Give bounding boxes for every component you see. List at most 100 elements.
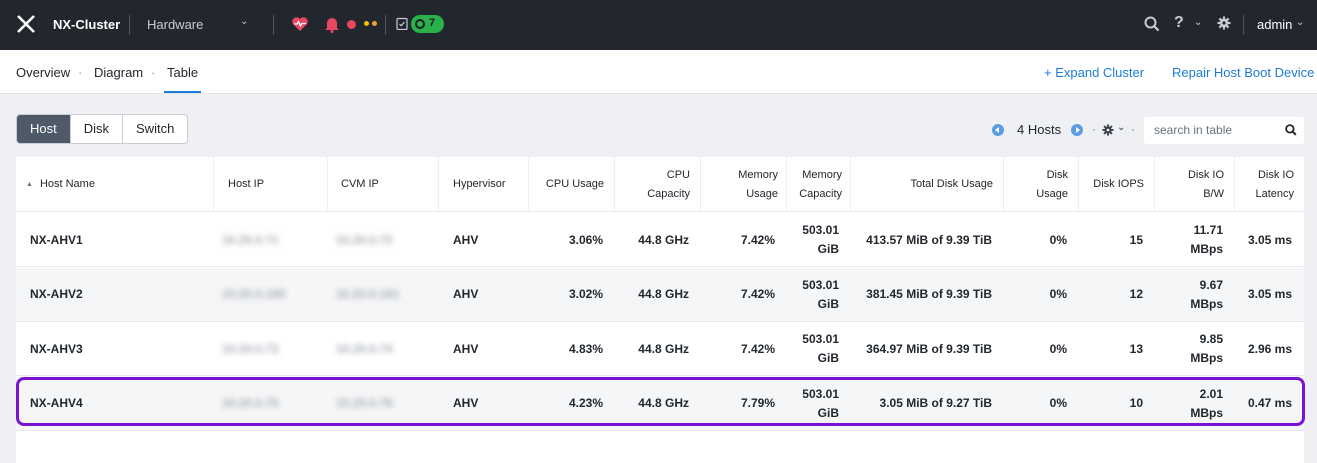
disk-io-bw-cell: 9.67 MBps (1190, 277, 1223, 311)
table-row[interactable]: NX-AHV2 10.20.0.180 10.20.0.181 AHV 3.02% 44.… (16, 267, 1304, 322)
task-count-badge[interactable]: 7 (411, 15, 444, 33)
hypervisor-cell: AHV (453, 341, 479, 356)
host-name-cell[interactable]: NX-AHV4 (30, 396, 83, 410)
active-tab-underline (164, 91, 201, 93)
chevron-down-icon[interactable]: ⌄ (1194, 17, 1203, 28)
pager-separator: · (1131, 122, 1135, 136)
search-input[interactable] (1154, 123, 1274, 137)
table-row[interactable]: NX-AHV1 10.20.0.71 10.20.0.72 AHV 3.06% 44.8 … (16, 213, 1304, 267)
tab-separator: · (78, 65, 83, 80)
alert-bell-icon[interactable] (324, 15, 340, 33)
memory-capacity-cell: 503.01 GiB (802, 332, 839, 365)
host-name-cell[interactable]: NX-AHV1 (30, 232, 83, 247)
disk-usage-cell: 0% (1049, 232, 1067, 247)
task-spinner-icon (415, 19, 425, 29)
host-ip-cell: 10.20.0.180 (222, 287, 286, 301)
divider (385, 15, 386, 35)
pager-separator: · (1092, 122, 1096, 136)
cpu-usage-cell: 4.23% (568, 396, 603, 410)
memory-capacity-cell: 503.01 GiB (802, 277, 839, 311)
column-header-host-ip[interactable]: Host IP (214, 157, 328, 212)
memory-capacity-cell: 503.01 GiB (802, 386, 839, 420)
column-header-cvm-ip[interactable]: CVM IP (328, 157, 439, 212)
tab-table[interactable]: Table (167, 65, 199, 80)
host-ip-cell: 10.20.0.73 (222, 341, 279, 356)
disk-iops-cell: 12 (1129, 287, 1143, 301)
repair-host-boot-device-link[interactable]: Repair Host Boot Device (1172, 65, 1315, 80)
cvm-ip-cell: 10.20.0.181 (336, 287, 400, 301)
host-name-cell[interactable]: NX-AHV2 (30, 287, 83, 301)
disk-iops-cell: 10 (1129, 396, 1143, 410)
column-header-disk-usage[interactable]: Disk Usage (1004, 157, 1079, 212)
tab-separator: · (151, 65, 156, 80)
host-count: 4 Hosts (1017, 122, 1062, 137)
disk-io-bw-cell: 11.71 MBps (1190, 223, 1223, 256)
column-header-disk-io-latency[interactable]: Disk IO Latency (1255, 168, 1295, 200)
tab-overview[interactable]: Overview (16, 65, 71, 80)
table-row[interactable]: NX-AHV4 10.20.0.75 10.20.0.76 AHV 4.23% 44.8 … (16, 376, 1304, 431)
memory-capacity-cell: 503.01 GiB (802, 223, 839, 256)
column-header-cpu-capacity[interactable]: CPU Capacity (615, 157, 701, 212)
sort-ascending-icon[interactable]: ▲ (26, 181, 33, 188)
column-header-hypervisor[interactable]: Hypervisor (439, 157, 529, 212)
divider (129, 15, 130, 35)
toggle-disk[interactable]: Disk (71, 115, 124, 143)
cpu-usage-cell: 3.06% (568, 232, 603, 247)
cpu-usage-cell: 3.02% (568, 287, 603, 301)
disk-usage-cell: 0% (1049, 341, 1067, 356)
critical-alert-dot-icon[interactable] (347, 20, 356, 29)
memory-usage-cell: 7.42% (740, 341, 775, 356)
cpu-capacity-cell: 44.8 GHz (638, 341, 689, 356)
table-settings-gear-icon[interactable] (1102, 124, 1114, 136)
hypervisor-cell: AHV (453, 232, 479, 247)
chevron-down-icon[interactable]: ⌄ (240, 16, 249, 27)
previous-page-icon[interactable] (992, 124, 1004, 136)
toggle-host[interactable]: Host (17, 115, 71, 143)
user-menu[interactable]: admin (1257, 17, 1293, 32)
view-toggle: Host Disk Switch (16, 114, 189, 144)
column-header-disk-io-bw[interactable]: Disk IO B/W (1155, 157, 1235, 212)
sub-navigation: Overview · Diagram · Table + Expand Clus… (0, 50, 1317, 94)
expand-cluster-link[interactable]: + Expand Cluster (1044, 65, 1145, 80)
cpu-capacity-cell: 44.8 GHz (638, 396, 689, 410)
health-heart-icon[interactable] (291, 15, 309, 33)
help-icon[interactable]: ? (1174, 14, 1184, 31)
tab-diagram[interactable]: Diagram (94, 65, 144, 80)
table-search (1144, 117, 1304, 144)
cvm-ip-cell: 10.20.0.74 (336, 341, 393, 356)
toggle-switch[interactable]: Switch (136, 121, 175, 136)
memory-usage-cell: 7.42% (740, 287, 775, 301)
cpu-capacity-cell: 44.8 GHz (638, 287, 689, 301)
chevron-down-icon[interactable]: ⌄ (1296, 17, 1305, 28)
task-count: 7 (429, 17, 436, 29)
host-ip-cell: 10.20.0.71 (222, 232, 279, 247)
gear-icon[interactable] (1217, 16, 1231, 30)
next-page-icon[interactable] (1071, 124, 1083, 136)
memory-usage-cell: 7.79% (740, 396, 775, 410)
cvm-ip-cell: 10.20.0.72 (336, 232, 393, 247)
warning-alert-dot-icon[interactable] (364, 21, 369, 26)
chevron-down-icon[interactable]: ⌄ (1117, 122, 1126, 133)
host-name-cell[interactable]: NX-AHV3 (30, 341, 83, 356)
column-header-cpu-usage[interactable]: CPU Usage (529, 157, 615, 212)
column-header-memory-usage[interactable]: Memory Usage (701, 157, 787, 212)
column-header-host-name[interactable]: ▲ Host Name (16, 157, 214, 212)
nutanix-logo-icon[interactable] (16, 14, 36, 34)
hosts-table: ▲ Host Name Host IP CVM IP Hypervisor CP… (16, 157, 1304, 463)
disk-usage-cell: 0% (1049, 287, 1067, 301)
disk-iops-cell: 15 (1129, 232, 1143, 247)
total-disk-usage-cell: 364.97 MiB of 9.39 TiB (866, 341, 992, 356)
column-header-memory-capacity[interactable]: Memory Capacity (787, 157, 851, 212)
search-icon[interactable] (1285, 124, 1297, 136)
column-header-disk-iops[interactable]: Disk IOPS (1079, 157, 1155, 212)
cluster-name[interactable]: NX-Cluster (53, 17, 121, 32)
section-selector[interactable]: Hardware (147, 17, 204, 32)
search-icon[interactable] (1144, 16, 1160, 32)
hypervisor-cell: AHV (453, 396, 479, 410)
header-label: Host Name (39, 178, 95, 190)
top-bar: NX-Cluster Hardware ⌄ 7 ? ⌄ admin ⌄ (0, 0, 1317, 50)
task-clipboard-icon[interactable] (396, 17, 408, 30)
info-alert-dot-icon[interactable] (372, 21, 377, 26)
column-header-total-disk-usage[interactable]: Total Disk Usage (851, 157, 1004, 212)
table-row[interactable]: NX-AHV3 10.20.0.73 10.20.0.74 AHV 4.83% 44.8 … (16, 322, 1304, 376)
